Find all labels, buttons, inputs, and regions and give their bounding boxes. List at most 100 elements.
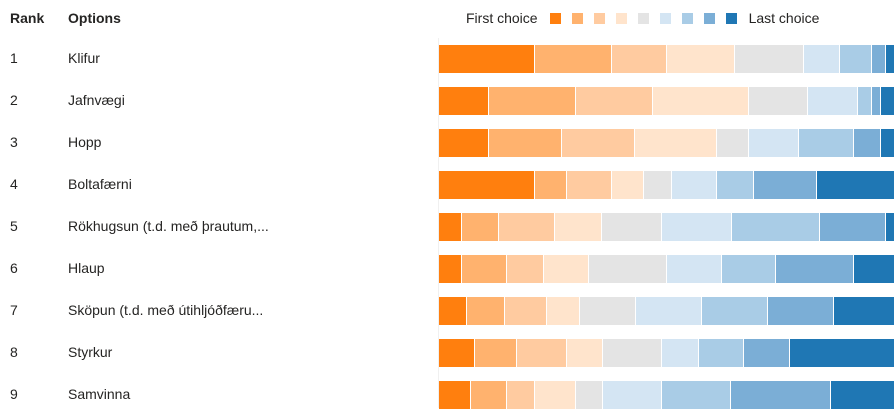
- bar-segment-choice-4[interactable]: [635, 129, 718, 157]
- stacked-bar: [439, 213, 895, 241]
- chart-row: 7 Sköpun (t.d. með útihljóðfæru...: [0, 290, 895, 332]
- bar-segment-choice-8[interactable]: [872, 87, 882, 115]
- chart-row: 2 Jafnvægi: [0, 80, 895, 122]
- bar-segment-choice-8[interactable]: [753, 171, 818, 199]
- bar-segment-choice-1[interactable]: [439, 339, 476, 367]
- bar-segment-choice-4[interactable]: [666, 45, 736, 73]
- bar-segment-choice-2[interactable]: [534, 171, 567, 199]
- rank-label: 7: [10, 302, 18, 318]
- bar-segment-choice-4[interactable]: [566, 339, 604, 367]
- bar-segment-choice-6[interactable]: [636, 297, 703, 325]
- bar-segment-choice-6[interactable]: [662, 339, 699, 367]
- bar-segment-choice-5[interactable]: [749, 87, 809, 115]
- bar-segment-choice-8[interactable]: [730, 381, 832, 409]
- bar-segment-choice-5[interactable]: [644, 171, 672, 199]
- bar-segment-choice-8[interactable]: [872, 45, 886, 73]
- bar-segment-choice-9[interactable]: [885, 45, 895, 73]
- bar-segment-choice-9[interactable]: [817, 171, 895, 199]
- bar-segment-choice-3[interactable]: [612, 45, 667, 73]
- bar-segment-choice-7[interactable]: [721, 255, 777, 283]
- bar-segment-choice-5[interactable]: [603, 339, 663, 367]
- bar-segment-choice-1[interactable]: [439, 255, 462, 283]
- bar-segment-choice-8[interactable]: [820, 213, 886, 241]
- bar-segment-choice-2[interactable]: [534, 45, 613, 73]
- bar-segment-choice-9[interactable]: [885, 213, 895, 241]
- bar-segment-choice-7[interactable]: [799, 129, 854, 157]
- bar-segment-choice-3[interactable]: [562, 129, 636, 157]
- option-label: Rökhugsun (t.d. með þrautum,...: [68, 218, 269, 234]
- bar-segment-choice-6[interactable]: [749, 129, 800, 157]
- rank-label: 8: [10, 344, 18, 360]
- bar-segment-choice-2[interactable]: [462, 213, 500, 241]
- bar-segment-choice-5[interactable]: [575, 381, 604, 409]
- bar-segment-choice-2[interactable]: [470, 381, 508, 409]
- bar-segment-choice-4[interactable]: [534, 381, 576, 409]
- bar-segment-choice-3[interactable]: [566, 171, 613, 199]
- bar-segment-choice-3[interactable]: [504, 297, 548, 325]
- bar-segment-choice-9[interactable]: [790, 339, 895, 367]
- bar-segment-choice-7[interactable]: [858, 87, 873, 115]
- bar-segment-choice-5[interactable]: [717, 129, 750, 157]
- stacked-bar: [439, 87, 895, 115]
- bar-segment-choice-2[interactable]: [461, 255, 508, 283]
- bar-segment-choice-9[interactable]: [881, 129, 895, 157]
- bar-segment-choice-7[interactable]: [702, 297, 769, 325]
- bar-segment-choice-6[interactable]: [666, 255, 722, 283]
- bar-segment-choice-1[interactable]: [439, 171, 535, 199]
- bar-segment-choice-6[interactable]: [671, 171, 718, 199]
- bar-segment-choice-4[interactable]: [543, 255, 590, 283]
- bar-segment-choice-8[interactable]: [744, 339, 791, 367]
- bar-segment-choice-3[interactable]: [507, 381, 535, 409]
- stacked-bar: [439, 129, 895, 157]
- bar-segment-choice-4[interactable]: [555, 213, 602, 241]
- bar-segment-choice-9[interactable]: [881, 87, 895, 115]
- legend-swatch-1: [549, 12, 561, 24]
- bar-segment-choice-7[interactable]: [717, 171, 754, 199]
- bar-segment-choice-2[interactable]: [467, 297, 505, 325]
- stacked-bar: [439, 339, 895, 367]
- bar-segment-choice-4[interactable]: [612, 171, 645, 199]
- bar-segment-choice-1[interactable]: [439, 87, 490, 115]
- bar-segment-choice-9[interactable]: [833, 297, 895, 325]
- bar-segment-choice-3[interactable]: [516, 339, 567, 367]
- bar-segment-choice-7[interactable]: [662, 381, 731, 409]
- bar-segment-choice-1[interactable]: [439, 213, 463, 241]
- bar-segment-choice-5[interactable]: [580, 297, 637, 325]
- bar-segment-choice-4[interactable]: [547, 297, 580, 325]
- bar-segment-choice-6[interactable]: [808, 87, 859, 115]
- option-label: Hopp: [68, 134, 102, 150]
- chart-row: 6 Hlaup: [0, 248, 895, 290]
- bar-segment-choice-5[interactable]: [601, 213, 663, 241]
- bar-segment-choice-7[interactable]: [840, 45, 873, 73]
- bar-segment-choice-3[interactable]: [507, 255, 544, 283]
- bar-segment-choice-1[interactable]: [439, 129, 490, 157]
- chart-row: 8 Styrkur: [0, 332, 895, 374]
- bar-segment-choice-6[interactable]: [803, 45, 841, 73]
- bar-segment-choice-7[interactable]: [732, 213, 821, 241]
- bar-segment-choice-9[interactable]: [853, 255, 895, 283]
- legend-swatch-6: [659, 12, 671, 24]
- bar-segment-choice-5[interactable]: [589, 255, 667, 283]
- bar-segment-choice-1[interactable]: [439, 381, 471, 409]
- bar-segment-choice-6[interactable]: [603, 381, 663, 409]
- legend-last-label: Last choice: [748, 10, 820, 26]
- bar-segment-choice-2[interactable]: [489, 129, 563, 157]
- option-label: Klifur: [68, 50, 100, 66]
- bar-segment-choice-5[interactable]: [735, 45, 804, 73]
- bar-segment-choice-9[interactable]: [831, 381, 895, 409]
- rank-label: 5: [10, 218, 18, 234]
- legend-swatch-7: [681, 12, 693, 24]
- bar-segment-choice-3[interactable]: [575, 87, 654, 115]
- chart-divider: [438, 38, 439, 408]
- bar-segment-choice-8[interactable]: [853, 129, 882, 157]
- bar-segment-choice-8[interactable]: [776, 255, 854, 283]
- bar-segment-choice-2[interactable]: [489, 87, 576, 115]
- bar-segment-choice-3[interactable]: [499, 213, 556, 241]
- bar-segment-choice-1[interactable]: [439, 297, 468, 325]
- bar-segment-choice-6[interactable]: [662, 213, 733, 241]
- bar-segment-choice-8[interactable]: [768, 297, 834, 325]
- bar-segment-choice-1[interactable]: [439, 45, 535, 73]
- bar-segment-choice-4[interactable]: [653, 87, 750, 115]
- bar-segment-choice-2[interactable]: [475, 339, 517, 367]
- bar-segment-choice-7[interactable]: [698, 339, 745, 367]
